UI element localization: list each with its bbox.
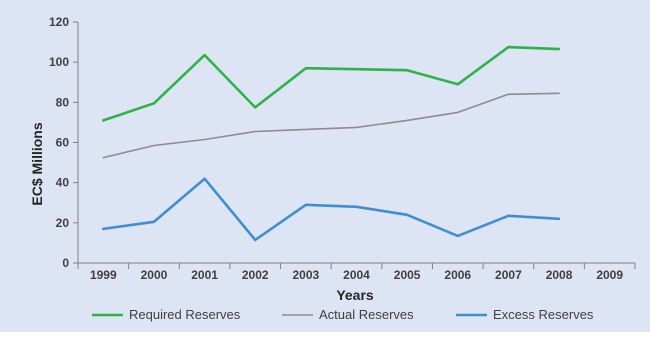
x-tick-label: 2002 — [242, 268, 269, 282]
x-tick-label: 2004 — [343, 268, 370, 282]
legend-label-actual-reserves: Actual Reserves — [319, 307, 414, 322]
x-tick-label: 2005 — [394, 268, 421, 282]
x-tick-label: 2007 — [495, 268, 522, 282]
legend: Required Reserves Actual Reserves Excess R… — [92, 307, 594, 322]
series-line-required-reserves — [102, 45, 561, 122]
y-tick-label: 100 — [49, 55, 69, 69]
y-tick-label: 80 — [56, 95, 70, 109]
axes — [73, 21, 636, 269]
y-tick-label: 120 — [49, 15, 69, 29]
x-tick-label: 2009 — [596, 268, 623, 282]
x-tick-label: 2006 — [444, 268, 471, 282]
x-tick-label: 2008 — [546, 268, 573, 282]
y-tick-label: 20 — [56, 216, 70, 230]
x-tick-label: 2003 — [293, 268, 320, 282]
series-line-excess-reserves — [102, 177, 561, 242]
y-axis-title: EC$ Millions — [29, 122, 45, 205]
x-tick-label: 2000 — [141, 268, 168, 282]
x-axis-title: Years — [336, 287, 374, 303]
series-line-actual-reserves — [102, 92, 560, 159]
series-lines — [102, 45, 561, 242]
y-tick-label: 0 — [62, 256, 69, 270]
x-tick-labels: 1999 2000 2001 2002 2003 2004 2005 2006 2007 2008… — [90, 268, 623, 282]
x-tick-label: 1999 — [90, 268, 117, 282]
x-tick-label: 2001 — [191, 268, 218, 282]
legend-label-excess-reserves: Excess Reserves — [493, 307, 594, 322]
y-tick-label: 60 — [56, 136, 70, 150]
y-tick-labels: 0 20 40 60 80 100 120 — [49, 15, 69, 270]
legend-label-required-reserves: Required Reserves — [129, 307, 241, 322]
y-tick-label: 40 — [56, 176, 70, 190]
